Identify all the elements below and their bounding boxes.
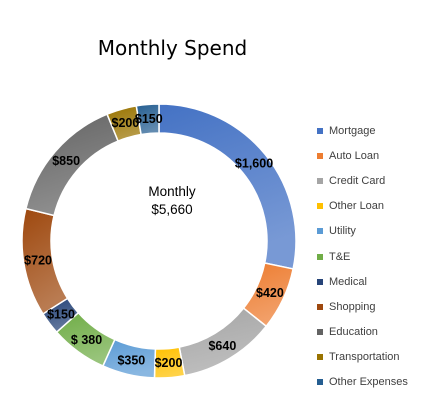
- legend-label: Utility: [329, 225, 356, 238]
- legend-item-medical: Medical: [317, 269, 408, 294]
- slice-label-other-loan: $200: [155, 356, 183, 370]
- legend-item-other-loan: Other Loan: [317, 194, 408, 219]
- legend-item-t-e: T&E: [317, 244, 408, 269]
- legend-swatch: [317, 228, 323, 235]
- slice-other-expenses: [135, 103, 160, 136]
- legend-item-mortgage: Mortgage: [317, 118, 408, 143]
- center-value: $5,660: [151, 202, 192, 217]
- slice-label-education: $850: [52, 154, 80, 168]
- slice-labels: $1,600 $420 $640 $200 $350 $ 380 $150 $720 $850 $…: [24, 112, 284, 370]
- slice-label-medical: $150: [47, 308, 75, 322]
- chart-title: Monthly Spend: [97, 36, 248, 60]
- legend-swatch: [317, 127, 323, 134]
- slice-label-mortgage: $1,600: [235, 157, 273, 171]
- legend-swatch: [317, 278, 323, 285]
- slice-label-shopping: $720: [24, 254, 52, 268]
- legend-label: Credit Card: [329, 174, 386, 187]
- legend-item-transportation: Transportation: [317, 345, 408, 370]
- slice-label-other-expenses: $150: [135, 112, 163, 126]
- legend-label: Education: [329, 326, 378, 339]
- legend-item-utility: Utility: [317, 219, 408, 244]
- legend-label: Medical: [329, 275, 367, 288]
- legend-label: Transportation: [329, 351, 400, 364]
- legend-item-other-expenses: Other Expenses: [317, 370, 408, 395]
- slice-label-t-e: $ 380: [71, 333, 102, 347]
- legend-swatch: [317, 203, 323, 210]
- legend-item-shopping: Shopping: [317, 294, 408, 319]
- legend-label: Other Expenses: [329, 376, 408, 389]
- donut-chart: $1,600 $420 $640 $200 $350 $ 380 $150 $720 $850 $…: [21, 103, 297, 379]
- slices: [21, 103, 297, 379]
- slice-label-utility: $350: [117, 353, 145, 367]
- legend-swatch: [317, 379, 323, 386]
- legend-label: Auto Loan: [329, 149, 380, 162]
- center-label: Monthly: [148, 184, 196, 199]
- legend-swatch: [317, 253, 323, 260]
- legend-swatch: [317, 177, 323, 184]
- slice-label-auto-loan: $420: [256, 286, 284, 300]
- legend-swatch: [317, 329, 323, 336]
- legend-item-auto-loan: Auto Loan: [317, 143, 408, 168]
- legend-swatch: [317, 303, 323, 310]
- legend-label: Shopping: [329, 300, 376, 313]
- slice-label-credit-card: $640: [208, 339, 236, 353]
- legend-item-credit-card: Credit Card: [317, 168, 408, 193]
- legend-label: Other Loan: [329, 200, 385, 213]
- legend-swatch: [317, 354, 323, 361]
- legend-swatch: [317, 152, 323, 159]
- legend: Mortgage Auto Loan Credit Card Other Loan Ut…: [317, 118, 408, 395]
- slice-label-transportation: $200: [112, 116, 140, 130]
- legend-label: Mortgage: [329, 124, 376, 137]
- legend-item-education: Education: [317, 320, 408, 345]
- legend-label: T&E: [329, 250, 351, 263]
